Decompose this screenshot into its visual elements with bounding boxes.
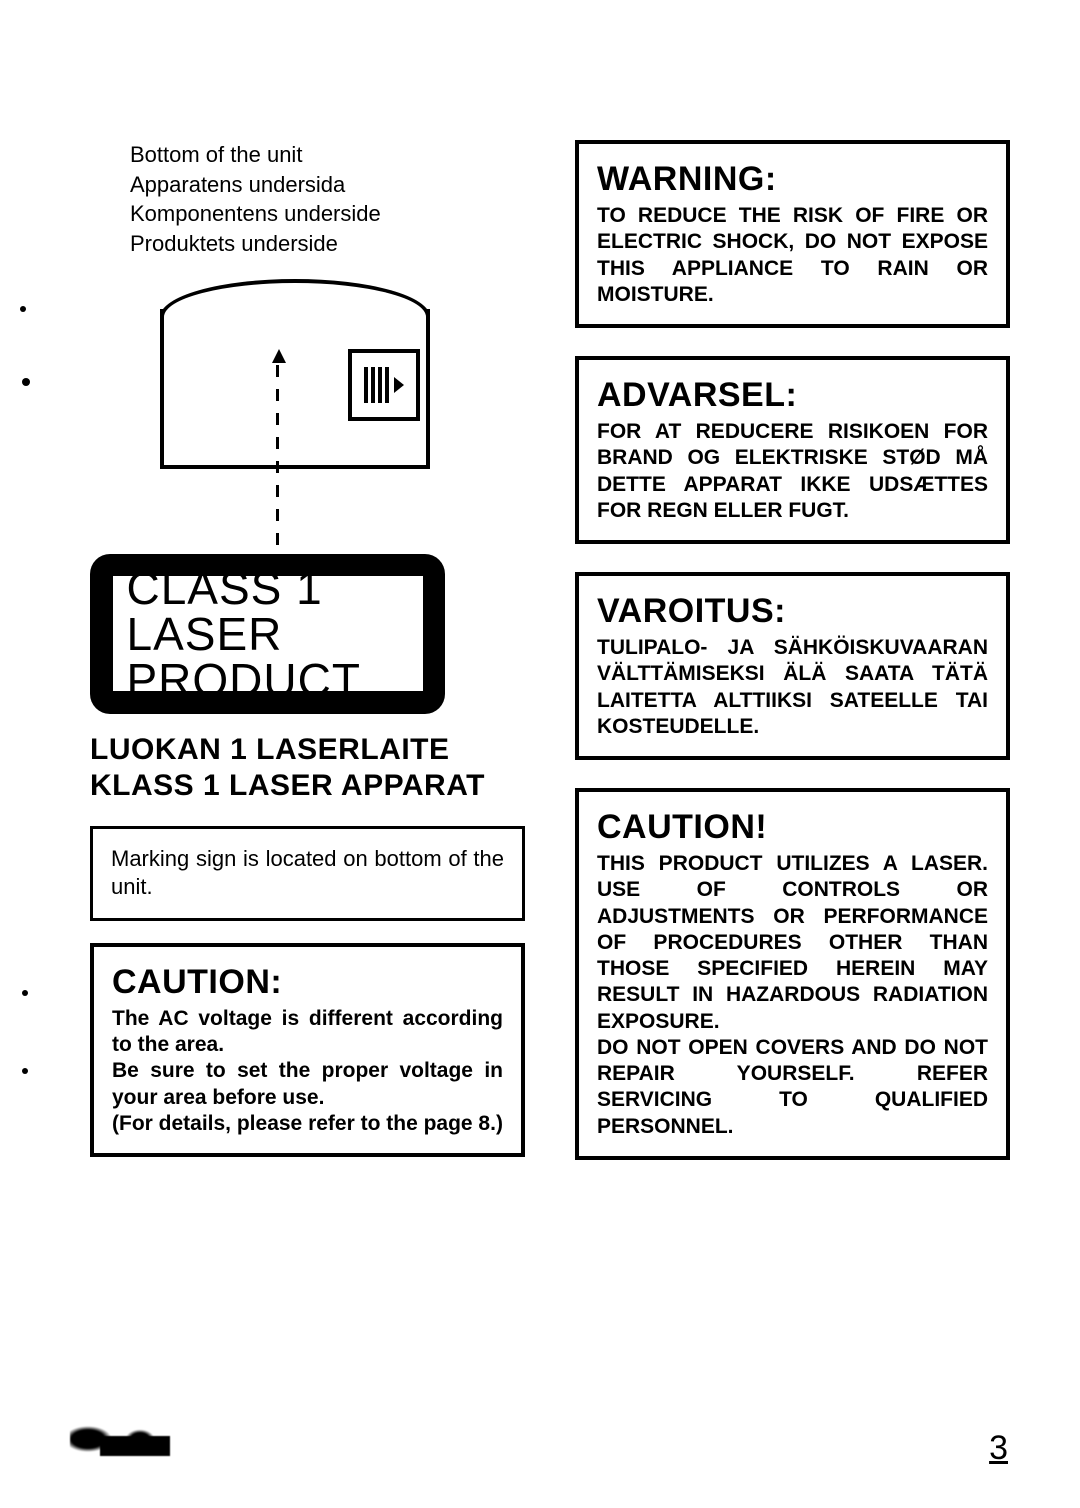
advarsel-box: ADVARSEL: FOR AT REDUCERE RISIKOEN FOR B… — [575, 356, 1010, 544]
caution-laser-body-2: DO NOT OPEN COVERS AND DO NOT REPAIR YOU… — [597, 1035, 988, 1140]
caution-laser-title: CAUTION! — [597, 808, 988, 847]
scan-artifact-dot — [20, 306, 26, 312]
caution-line-3: (For details, please refer to the page 8… — [112, 1111, 503, 1137]
barcode-icon — [364, 367, 404, 403]
scan-artifact-dot — [22, 990, 28, 996]
caution-title: CAUTION: — [112, 963, 503, 1002]
warning-title: WARNING: — [597, 160, 988, 199]
unit-bottom-diagram — [160, 279, 430, 469]
plaque-inner: CLASS 1 LASER PRODUCT — [113, 576, 423, 691]
page-number: 3 — [989, 1429, 1008, 1468]
left-column: Bottom of the unit Apparatens undersida … — [90, 140, 525, 1188]
caution-laser-box: CAUTION! THIS PRODUCT UTILIZES A LASER. … — [575, 788, 1010, 1160]
plaque-line-2: LASER PRODUCT — [127, 611, 423, 703]
location-line: Produktets underside — [130, 229, 525, 259]
marking-note-box: Marking sign is located on bottom of the… — [90, 826, 525, 921]
advarsel-title: ADVARSEL: — [597, 376, 988, 415]
arrow-up-icon — [270, 349, 286, 365]
scan-artifact-dot — [22, 378, 30, 386]
scan-artifact-dot — [22, 1068, 28, 1074]
warning-box: WARNING: TO REDUCE THE RISK OF FIRE OR E… — [575, 140, 1010, 328]
location-line: Apparatens undersida — [130, 170, 525, 200]
advarsel-body: FOR AT REDUCERE RISIKOEN FOR BRAND OG EL… — [597, 419, 988, 524]
scan-artifact-blot — [70, 1416, 190, 1462]
location-line: Bottom of the unit — [130, 140, 525, 170]
location-line: Komponentens underside — [130, 199, 525, 229]
warning-body: TO REDUCE THE RISK OF FIRE OR ELECTRIC S… — [597, 203, 988, 308]
caution-line-2: Be sure to set the proper voltage in you… — [112, 1058, 503, 1111]
varoitus-title: VAROITUS: — [597, 592, 988, 631]
caution-line-1: The AC voltage is different according to… — [112, 1006, 503, 1059]
label-location-box — [348, 349, 420, 421]
caution-voltage-box: CAUTION: The AC voltage is different acc… — [90, 943, 525, 1157]
varoitus-box: VAROITUS: TULIPALO- JA SÄHKÖISKUVAARAN V… — [575, 572, 1010, 760]
two-column-layout: Bottom of the unit Apparatens undersida … — [90, 140, 1010, 1188]
laser-class-plaque: CLASS 1 LASER PRODUCT — [90, 554, 445, 714]
laser-heading-text: LUOKAN 1 LASERLAITE KLASS 1 LASER APPARA… — [90, 732, 525, 804]
unit-location-text: Bottom of the unit Apparatens undersida … — [130, 140, 525, 259]
plaque-line-1: CLASS 1 — [127, 565, 423, 611]
dashed-connector-line — [276, 365, 279, 555]
page: Bottom of the unit Apparatens undersida … — [0, 0, 1080, 1508]
right-column: WARNING: TO REDUCE THE RISK OF FIRE OR E… — [575, 140, 1010, 1188]
marking-note-text: Marking sign is located on bottom of the… — [111, 845, 504, 902]
varoitus-body: TULIPALO- JA SÄHKÖISKUVAARAN VÄLTTÄMISEK… — [597, 635, 988, 740]
caution-laser-body-1: THIS PRODUCT UTILIZES A LASER. USE OF CO… — [597, 851, 988, 1035]
